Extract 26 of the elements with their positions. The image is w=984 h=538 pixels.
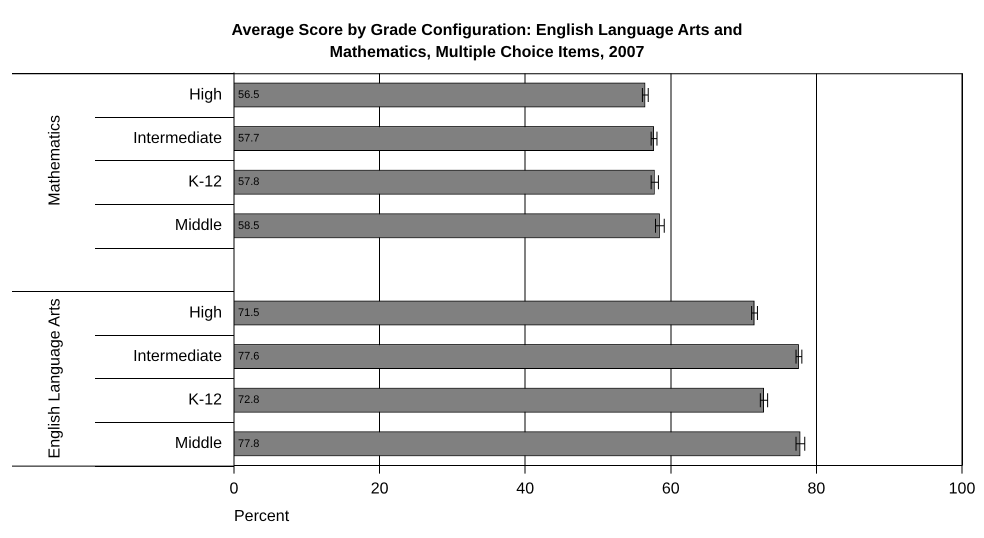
- data-label: 77.8: [238, 438, 260, 450]
- data-label: 77.6: [238, 350, 260, 363]
- x-tick-label: 20: [370, 480, 389, 498]
- y-tick-label: Middle: [174, 217, 222, 234]
- x-tick-label: 100: [948, 480, 976, 498]
- x-tick-label: 40: [516, 480, 534, 498]
- data-label: 71.5: [238, 307, 260, 320]
- x-tick-label: 60: [662, 480, 680, 498]
- data-label: 57.8: [238, 176, 260, 188]
- data-label: 57.7: [238, 132, 260, 145]
- y-tick-label: Middle: [174, 435, 222, 452]
- data-label: 72.8: [238, 394, 260, 406]
- x-axis-title: Percent: [234, 508, 290, 525]
- x-tick-label: 0: [230, 480, 239, 498]
- x-tick-label: 80: [808, 480, 826, 498]
- text: English Language Arts: [46, 298, 64, 458]
- data-label: 56.5: [238, 89, 260, 102]
- y-tick-label: High: [189, 304, 222, 322]
- y-tick-label: Intermediate: [133, 348, 222, 366]
- y-tick-label: K-12: [188, 392, 222, 409]
- text: Mathematics: [46, 115, 64, 206]
- chart-title: Average Score by Grade Configuration: English Language Arts and Mathematics, Multiple Choice Items, 2007: [232, 22, 742, 61]
- data-label: 58.5: [238, 220, 260, 232]
- y-tick-label: Intermediate: [133, 130, 222, 148]
- y-tick-label: High: [189, 86, 222, 104]
- y-tick-label: K-12: [188, 174, 222, 191]
